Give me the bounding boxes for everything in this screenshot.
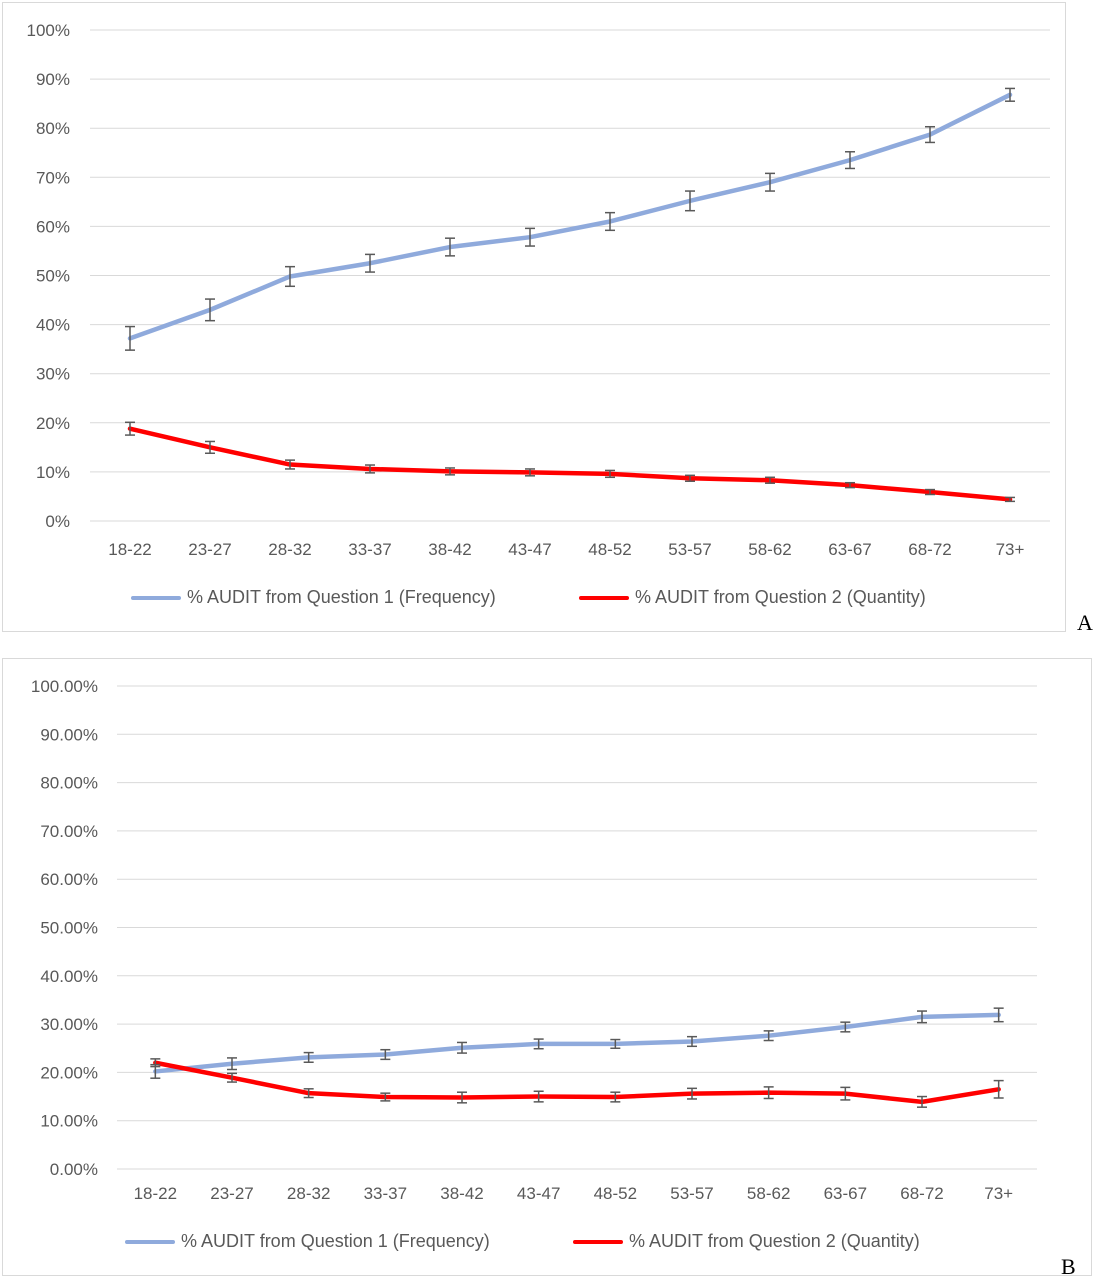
x-tick-label: 28-32 — [287, 1184, 330, 1203]
series-line-frequency — [127, 92, 1013, 341]
x-tick-label: 73+ — [984, 1184, 1013, 1203]
y-tick-label: 90% — [36, 70, 70, 89]
legend-item-frequency: % AUDIT from Question 1 (Frequency) — [131, 587, 496, 608]
legend-label-frequency: % AUDIT from Question 1 (Frequency) — [187, 587, 496, 607]
legend-swatch-quantity — [573, 1239, 623, 1244]
x-tick-label: 53-57 — [670, 1184, 713, 1203]
chart-panel-a: 0% 10% 20% 30% 40% 50% 60% 70% 80% 90% 100% 18-22 23… — [2, 2, 1066, 632]
legend-item-quantity: % AUDIT from Question 2 (Quantity) — [579, 587, 926, 608]
series-line-quantity — [127, 426, 1013, 502]
chart-a-svg: 0% 10% 20% 30% 40% 50% 60% 70% 80% 90% 100% 18-22 23… — [27, 21, 1050, 559]
y-tick-label: 80.00% — [40, 774, 98, 793]
series-line-quantity — [153, 1060, 1001, 1105]
y-tick-label: 20% — [36, 414, 70, 433]
legend-swatch-frequency — [125, 1239, 175, 1244]
y-tick-label: 50.00% — [40, 919, 98, 938]
legend-item-quantity: % AUDIT from Question 2 (Quantity) — [573, 1231, 920, 1252]
x-tick-label: 53-57 — [668, 540, 711, 559]
y-tick-label: 10.00% — [40, 1112, 98, 1131]
x-tick-label: 48-52 — [594, 1184, 637, 1203]
x-tick-label: 58-62 — [747, 1184, 790, 1203]
legend-swatch-quantity — [579, 595, 629, 600]
legend-label-quantity: % AUDIT from Question 2 (Quantity) — [635, 587, 926, 607]
x-tick-label: 38-42 — [440, 1184, 483, 1203]
x-tick-label: 28-32 — [268, 540, 311, 559]
legend-item-frequency: % AUDIT from Question 1 (Frequency) — [125, 1231, 490, 1252]
x-tick-label: 33-37 — [348, 540, 391, 559]
y-tick-label: 30.00% — [40, 1015, 98, 1034]
y-tick-label: 90.00% — [40, 725, 98, 744]
x-tick-label: 63-67 — [824, 1184, 867, 1203]
legend-label-quantity: % AUDIT from Question 2 (Quantity) — [629, 1231, 920, 1251]
y-tick-label: 50% — [36, 267, 70, 286]
x-tick-label: 23-27 — [188, 540, 231, 559]
y-tick-label: 40.00% — [40, 967, 98, 986]
y-tick-label: 80% — [36, 119, 70, 138]
x-tick-label: 58-62 — [748, 540, 791, 559]
x-tick-label: 43-47 — [508, 540, 551, 559]
y-tick-label: 60.00% — [40, 870, 98, 889]
x-tick-label: 48-52 — [588, 540, 631, 559]
x-tick-label: 43-47 — [517, 1184, 560, 1203]
chart-panel-b: 0.00% 10.00% 20.00% 30.00% 40.00% 50.00% 60.00… — [2, 658, 1092, 1276]
series-line-frequency — [153, 1012, 1001, 1074]
y-tick-label: 10% — [36, 463, 70, 482]
x-tick-label: 38-42 — [428, 540, 471, 559]
panel-letter-b: B — [1061, 1254, 1076, 1279]
y-tick-label: 30% — [36, 365, 70, 384]
y-tick-label: 70% — [36, 168, 70, 187]
y-tick-label: 100% — [27, 21, 70, 40]
x-tick-label: 73+ — [996, 540, 1025, 559]
x-tick-label: 68-72 — [900, 1184, 943, 1203]
x-tick-label: 18-22 — [134, 1184, 177, 1203]
legend-label-frequency: % AUDIT from Question 1 (Frequency) — [181, 1231, 490, 1251]
y-tick-label: 70.00% — [40, 822, 98, 841]
x-tick-label: 18-22 — [108, 540, 151, 559]
x-tick-label: 68-72 — [908, 540, 951, 559]
x-tick-label: 23-27 — [210, 1184, 253, 1203]
y-tick-label: 0% — [45, 512, 70, 531]
y-tick-label: 40% — [36, 316, 70, 335]
legend-swatch-frequency — [131, 595, 181, 600]
panel-letter-a: A — [1077, 610, 1093, 635]
y-tick-label: 100.00% — [31, 677, 98, 696]
chart-b-svg: 0.00% 10.00% 20.00% 30.00% 40.00% 50.00% 60.00… — [31, 677, 1037, 1203]
x-tick-label: 63-67 — [828, 540, 871, 559]
y-tick-label: 20.00% — [40, 1063, 98, 1082]
x-tick-label: 33-37 — [364, 1184, 407, 1203]
y-tick-label: 60% — [36, 217, 70, 236]
y-tick-label: 0.00% — [50, 1160, 98, 1179]
